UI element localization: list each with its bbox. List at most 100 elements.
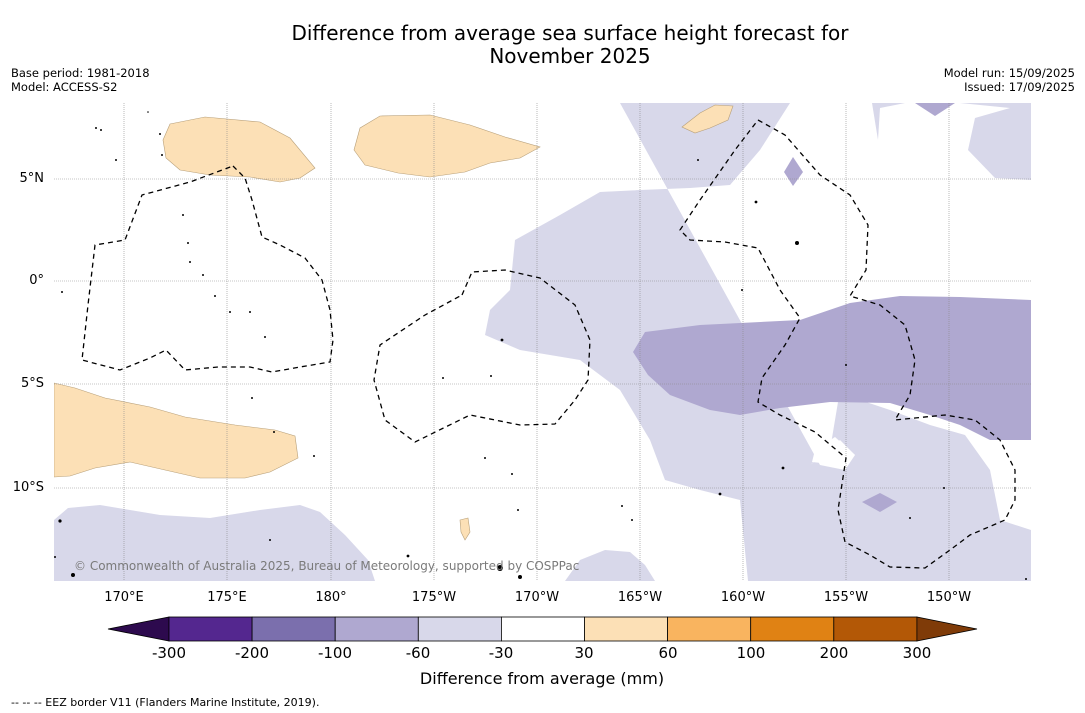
colorbar-segment [251, 616, 336, 642]
island-dot [71, 573, 75, 577]
colorbar-title: Difference from average (mm) [419, 669, 665, 688]
island-dot [781, 466, 785, 470]
island-dot [1025, 578, 1027, 580]
title-line-2: November 2025 [489, 44, 651, 68]
anomaly-region-medium-small-3 [862, 493, 897, 512]
island-dot [202, 274, 204, 276]
lon-tick: 170°E [104, 590, 144, 605]
colorbar-label: 300 [902, 644, 932, 662]
anomaly-region-light-south [565, 550, 655, 581]
island-dot [269, 539, 271, 541]
colorbar-segment [750, 616, 835, 642]
anomaly-region-medium-east [633, 296, 1031, 440]
island-dot [845, 364, 847, 366]
colorbar-label: -30 [488, 644, 514, 662]
eez-border-kiribati-line [679, 119, 1016, 569]
island-dot [161, 154, 163, 156]
lon-tick: 175°W [411, 590, 457, 605]
island-dot [95, 127, 97, 129]
colorbar-segment [168, 616, 253, 642]
colorbar-extend-low [107, 616, 170, 642]
colorbar-segment [584, 616, 668, 642]
eez-border-kiribati-phoenix [373, 269, 591, 443]
island-dot [943, 487, 945, 489]
colorbar-segment [667, 616, 752, 642]
island-dot [697, 159, 699, 161]
run-info: Model run: 15/09/2025 Issued: 17/09/2025 [944, 66, 1075, 94]
issued-date: Issued: 17/09/2025 [964, 80, 1075, 94]
island-dot [189, 261, 191, 263]
lon-tick: 175°E [207, 590, 247, 605]
island-dot [214, 295, 216, 297]
island-dot [249, 311, 251, 313]
colorbar-label: -200 [234, 644, 270, 662]
island-dot [61, 291, 63, 293]
island-dot [100, 129, 102, 131]
island-dot [518, 575, 522, 579]
island-dot [500, 338, 504, 342]
colorbar-label: -300 [151, 644, 187, 662]
island-dot [251, 397, 253, 399]
island-dot [631, 519, 633, 521]
colorbar-label: 30 [574, 644, 594, 662]
lon-tick: 155°W [823, 590, 869, 605]
colorbar [107, 616, 978, 642]
colorbar-segment [334, 616, 419, 642]
colorbar-label: 60 [658, 644, 678, 662]
base-period: Base period: 1981-2018 [11, 66, 150, 80]
near-average-gap-1 [812, 437, 855, 465]
island-dot [115, 159, 117, 161]
island-dot [909, 517, 911, 519]
lon-tick: 150°W [926, 590, 972, 605]
map-area [54, 103, 1031, 581]
island-dot [517, 509, 519, 511]
colorbar-label: -60 [405, 644, 431, 662]
anomaly-region-orange-north-east [681, 104, 734, 134]
island-dot [511, 473, 513, 475]
title-line-1: Difference from average sea surface heig… [291, 21, 849, 45]
island-dot [442, 377, 444, 379]
model-name: Model: ACCESS-S2 [11, 80, 118, 94]
lat-tick: 0° [29, 273, 44, 288]
island-dot [182, 214, 184, 216]
island-dot [54, 556, 56, 558]
island-dot [741, 289, 743, 291]
lon-tick: 165°W [617, 590, 663, 605]
anomaly-region-medium-small-2 [915, 103, 955, 116]
island-dot [754, 200, 758, 204]
lon-tick: 170°W [514, 590, 560, 605]
colorbar-segment [500, 616, 585, 642]
island-dot [159, 133, 161, 135]
island-dot [147, 111, 149, 113]
colorbar-extend-high [916, 616, 978, 642]
graticule [54, 103, 1031, 581]
lat-tick: 5°N [19, 171, 45, 186]
island-dot [406, 554, 410, 558]
island-dot [229, 311, 231, 313]
island-dot [187, 242, 189, 244]
islands [54, 111, 1027, 580]
island-dot [58, 519, 62, 523]
lon-tick: 160°W [720, 590, 766, 605]
island-dot [490, 375, 492, 377]
model-info: Base period: 1981-2018 Model: ACCESS-S2 [11, 66, 150, 94]
eez-legend-note: -- -- -- EEZ border V11 (Flanders Marine… [11, 696, 320, 709]
island-dot [273, 431, 275, 433]
anomaly-region-orange-small [459, 517, 471, 541]
eez-borders [81, 119, 1016, 569]
lat-tick: 10°S [12, 480, 44, 495]
island-dot [264, 336, 266, 338]
island-dot [795, 241, 799, 245]
copyright-notice: © Commonwealth of Australia 2025, Bureau… [74, 559, 580, 573]
lat-tick: 5°S [20, 376, 44, 391]
island-dot [621, 505, 623, 507]
model-run-date: Model run: 15/09/2025 [943, 66, 1075, 80]
colorbar-segment [417, 616, 502, 642]
colorbar-segment [833, 616, 918, 642]
island-dot [484, 457, 486, 459]
island-dot [718, 492, 722, 496]
anomaly-region-orange-south-west [54, 382, 299, 479]
colorbar-label: 100 [736, 644, 766, 662]
island-dot [313, 455, 315, 457]
